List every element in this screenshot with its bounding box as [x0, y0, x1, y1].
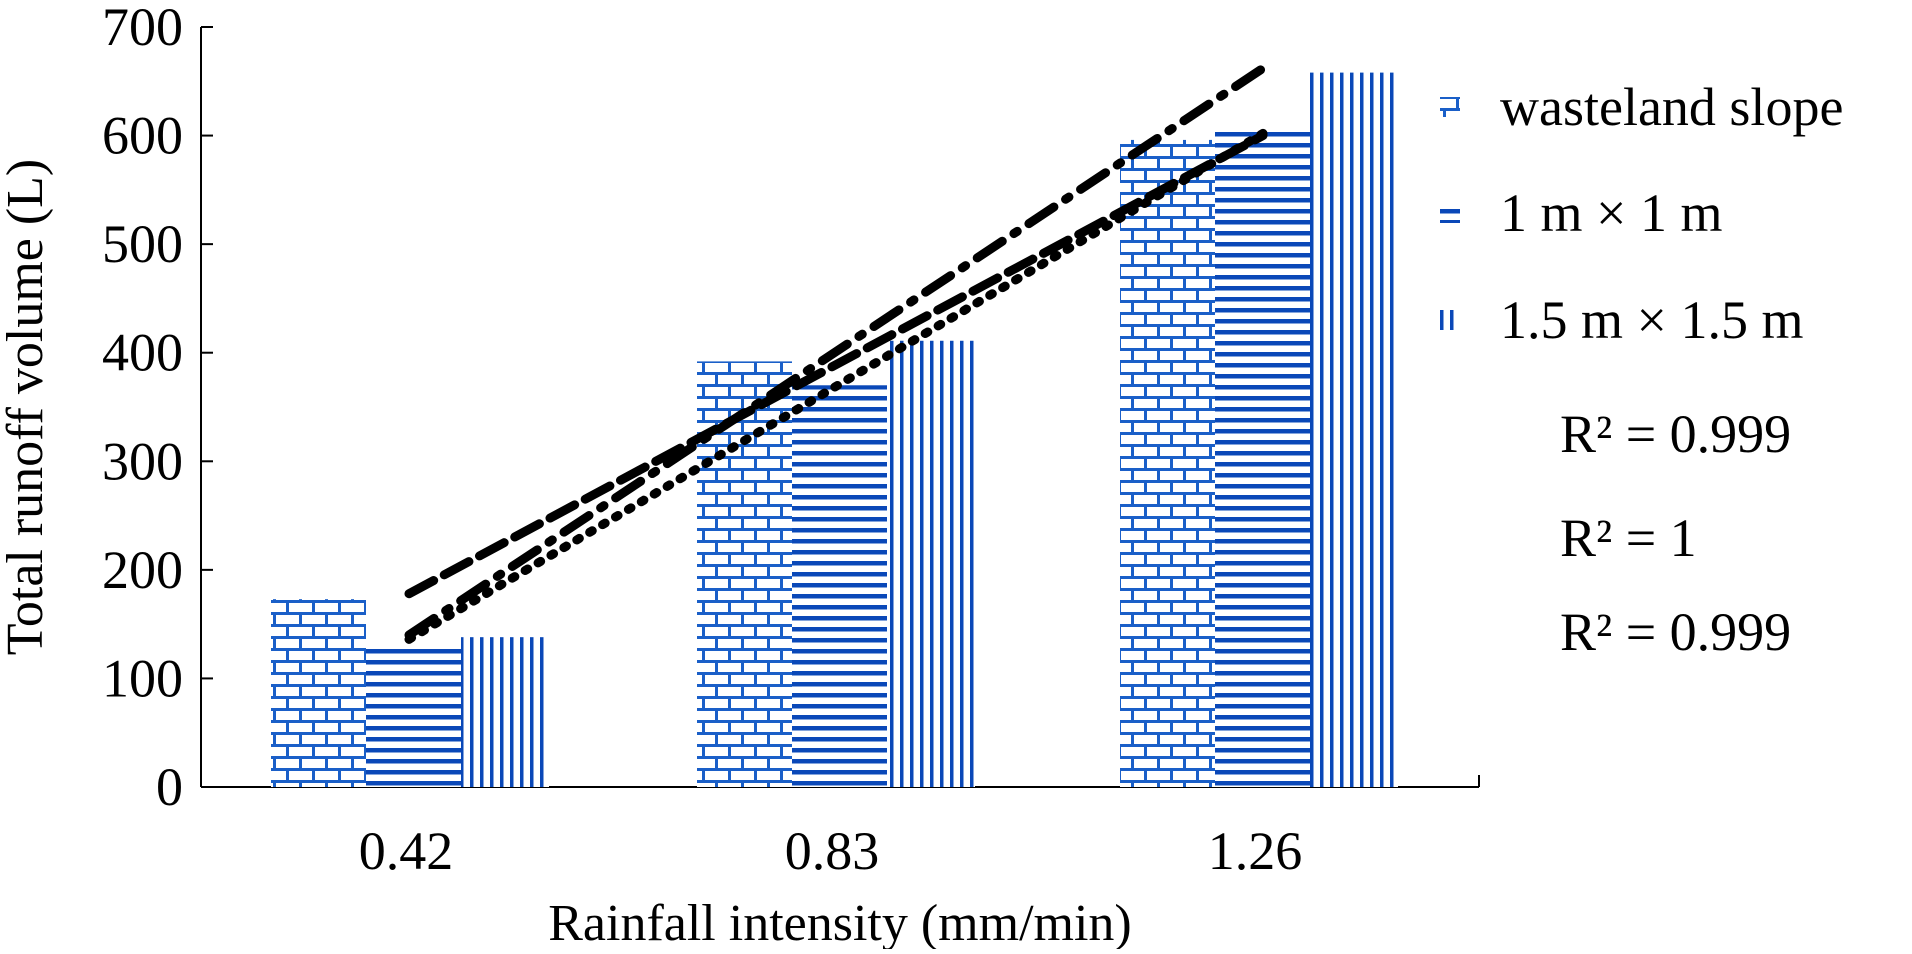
y-tick-label: 500: [102, 214, 183, 274]
x-tick-label: 0.42: [359, 821, 454, 881]
legend-label: 1 m × 1 m: [1500, 183, 1722, 243]
legend-swatch-horizontal-lines: [1440, 203, 1460, 223]
y-tick-label: 100: [102, 648, 183, 708]
y-tick-label: 400: [102, 323, 183, 383]
y-tick-label: 300: [102, 431, 183, 491]
y-tick-label: 700: [102, 0, 183, 57]
bar-horizontal-lines-0.83: [792, 385, 887, 787]
legend-label: 1.5 m × 1.5 m: [1500, 290, 1803, 350]
r-squared-annotation: R² = 0.999: [1560, 404, 1791, 464]
trendline-dotted: [404, 128, 1268, 644]
bar-brick-0.42: [271, 599, 366, 787]
legend-label: wasteland slope: [1500, 77, 1843, 137]
bar-brick-1.26: [1120, 139, 1215, 787]
bar-vertical-lines-0.42: [461, 637, 549, 787]
bar-horizontal-lines-0.42: [366, 642, 461, 787]
x-axis-label: Rainfall intensity (mm/min): [548, 895, 1131, 949]
bar-brick-0.83: [697, 361, 792, 787]
y-tick-label: 0: [156, 757, 183, 817]
x-tick-label: 0.83: [785, 821, 880, 881]
y-tick-label: 600: [102, 106, 183, 166]
x-tick-label: 1.26: [1208, 821, 1303, 881]
y-tick-label: 200: [102, 540, 183, 600]
legend-swatch-vertical-lines: [1440, 310, 1460, 330]
bar-vertical-lines-1.26: [1310, 72, 1398, 788]
r-squared-annotation: R² = 1: [1560, 508, 1697, 568]
legend-swatch-brick: [1440, 97, 1460, 117]
y-axis-label: Total runoff volume (L): [0, 159, 54, 656]
bar-vertical-lines-0.83: [887, 340, 975, 787]
trendline-dashed: [404, 131, 1268, 599]
trendline-dash-dot: [404, 63, 1268, 640]
bar-horizontal-lines-1.26: [1215, 130, 1310, 788]
r-squared-annotation: R² = 0.999: [1560, 602, 1791, 662]
